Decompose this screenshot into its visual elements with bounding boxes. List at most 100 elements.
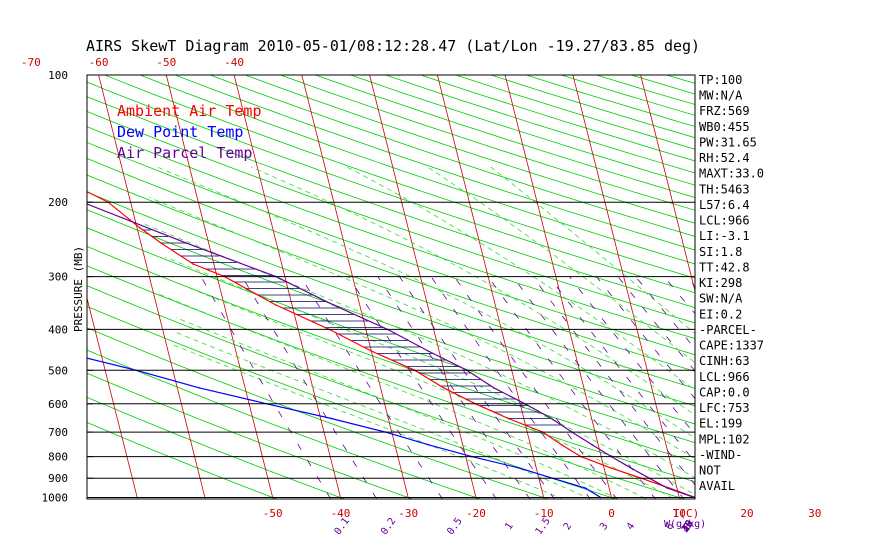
bottom-temp-tick-label: -40 — [331, 507, 351, 520]
chart-title: AIRS SkewT Diagram 2010-05-01/08:12:28.4… — [86, 37, 700, 55]
index-item: LI:-3.1 — [699, 229, 750, 243]
dry-adiabat — [87, 327, 550, 499]
index-item: SI:1.8 — [699, 245, 742, 259]
series-point — [58, 350, 60, 352]
dry-adiabat — [349, 75, 695, 186]
mixing-ratio-line — [453, 276, 618, 499]
isotherm — [87, 296, 138, 499]
dry-adiabat — [87, 227, 695, 444]
cape-hatching — [142, 229, 562, 426]
dry-adiabat — [87, 191, 695, 407]
index-item: TP:100 — [699, 73, 742, 87]
dry-adiabat — [87, 209, 695, 425]
bottom-temp-tick-label: -30 — [398, 507, 418, 520]
dry-adiabat — [87, 126, 695, 340]
top-temp-tick-label: -60 — [89, 56, 109, 69]
index-item: NOT — [699, 464, 721, 478]
isotherm — [165, 75, 274, 499]
dry-adiabat — [138, 75, 695, 265]
index-item: TT:42.8 — [699, 260, 750, 274]
index-item: EL:199 — [699, 417, 742, 431]
series-point — [493, 387, 495, 389]
index-item: CINH:63 — [699, 354, 750, 368]
series-point — [550, 417, 553, 420]
dry-adiabat — [279, 75, 695, 211]
pressure-tick-label: 300 — [48, 271, 68, 284]
legend: Ambient Air Temp Dew Point Temp Air Parcel… — [117, 102, 262, 162]
dry-adiabat — [87, 245, 695, 463]
series-point — [22, 149, 24, 151]
dry-adiabat — [454, 75, 695, 150]
legend-entry: Dew Point Temp — [117, 123, 243, 141]
mixing-ratio-label: 1 — [503, 521, 515, 532]
series-point — [629, 466, 632, 469]
index-item: CAPE:1337 — [699, 339, 764, 353]
series-point — [427, 443, 429, 446]
isotherm — [504, 75, 613, 499]
isotherm — [572, 75, 681, 499]
series-point — [666, 487, 669, 489]
isotherm — [98, 75, 206, 499]
moist-adiabats — [143, 166, 695, 499]
dry-adiabat — [87, 96, 695, 309]
index-item: TH:5463 — [699, 182, 750, 196]
pressure-lines — [87, 201, 695, 498]
pressure-tick-label: 600 — [48, 398, 68, 411]
isotherm — [0, 34, 6, 515]
series-point — [82, 201, 84, 203]
index-item: FRZ:569 — [699, 104, 750, 118]
isotherm — [834, 34, 870, 515]
series-point — [198, 387, 200, 389]
isotherms — [0, 34, 870, 515]
mixing-ratio-label: 3 — [598, 521, 610, 532]
series-point — [3, 329, 5, 331]
series-point — [274, 304, 277, 306]
series-point — [591, 443, 593, 446]
bottom-temp-tick-label: 30 — [808, 507, 821, 520]
dry-adiabat — [87, 349, 482, 499]
pressure-tick-label: 900 — [48, 472, 68, 485]
dry-adiabats — [87, 75, 695, 499]
series-point — [517, 466, 519, 469]
mixing-ratio-line — [399, 276, 555, 499]
index-item: LCL:966 — [699, 370, 750, 384]
dry-adiabat — [87, 422, 278, 499]
index-item: LCL:966 — [699, 214, 750, 228]
dry-adiabat — [87, 141, 695, 356]
bottom-temp-tick-label: -10 — [534, 507, 554, 520]
mixing-ratio-line — [532, 276, 695, 486]
dry-adiabat — [87, 81, 695, 294]
isotherm — [640, 75, 695, 293]
moist-adiabat — [156, 166, 695, 439]
bottom-temp-tick-label: -20 — [466, 507, 486, 520]
mixing-ratio-line — [200, 276, 332, 499]
pressure-tick-label: 700 — [48, 426, 68, 439]
moist-adiabat — [250, 166, 695, 416]
dry-adiabat — [87, 158, 695, 372]
dry-adiabat — [103, 75, 695, 279]
moist-adiabat — [161, 276, 676, 499]
index-item: RH:52.4 — [699, 151, 750, 165]
index-item: EI:0.2 — [699, 307, 742, 321]
moist-adiabat — [427, 166, 695, 364]
mixing-ratio-label: 8 — [682, 521, 694, 532]
mixing-ratio-label: 0.2 — [379, 516, 398, 537]
index-item: MPL:102 — [699, 432, 750, 446]
pressure-tick-label: 100 — [48, 69, 68, 82]
bottom-temp-tick-label: 20 — [740, 507, 753, 520]
dry-adiabat — [87, 372, 414, 499]
series-line — [87, 357, 602, 499]
pressure-tick-label: 500 — [48, 364, 68, 377]
mixing-ratio-label: 4 — [625, 521, 637, 532]
pressure-tick-label: 1000 — [42, 492, 69, 505]
dry-adiabat — [559, 75, 695, 116]
series-point — [185, 242, 188, 244]
series-point — [427, 350, 430, 352]
index-item: CAP:0.0 — [699, 385, 750, 399]
bottom-temp-tick-label: 0 — [608, 507, 615, 520]
series-point — [332, 304, 335, 306]
index-item: -WIND- — [699, 448, 742, 462]
series-point — [330, 417, 333, 420]
